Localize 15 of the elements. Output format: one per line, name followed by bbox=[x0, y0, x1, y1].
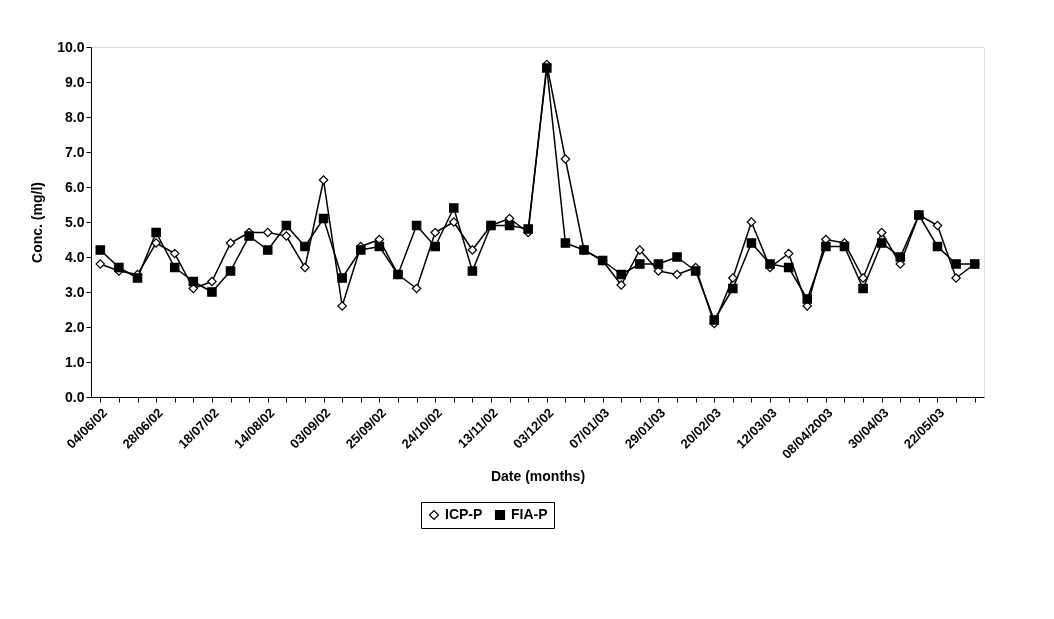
y-tick-label: 9.0 bbox=[65, 73, 85, 90]
y-tick-label: 1.0 bbox=[65, 353, 85, 370]
y-tick-label: 10.0 bbox=[57, 38, 85, 55]
y-tick-label: 2.0 bbox=[65, 318, 85, 335]
y-tick-label: 0.0 bbox=[65, 388, 85, 405]
y-tick-label: 6.0 bbox=[65, 178, 85, 195]
legend-label: FIA-P bbox=[511, 506, 548, 522]
legend-label: ICP-P bbox=[445, 506, 483, 522]
y-tick-label: 3.0 bbox=[65, 283, 85, 300]
y-tick-label: 4.0 bbox=[65, 248, 85, 265]
x-axis-title: Date (months) bbox=[490, 467, 586, 484]
y-tick-label: 7.0 bbox=[65, 143, 85, 160]
y-tick-label: 5.0 bbox=[65, 213, 85, 230]
y-tick-label: 8.0 bbox=[65, 108, 85, 125]
y-axis-title: Conc. (mg/l) bbox=[29, 182, 46, 263]
